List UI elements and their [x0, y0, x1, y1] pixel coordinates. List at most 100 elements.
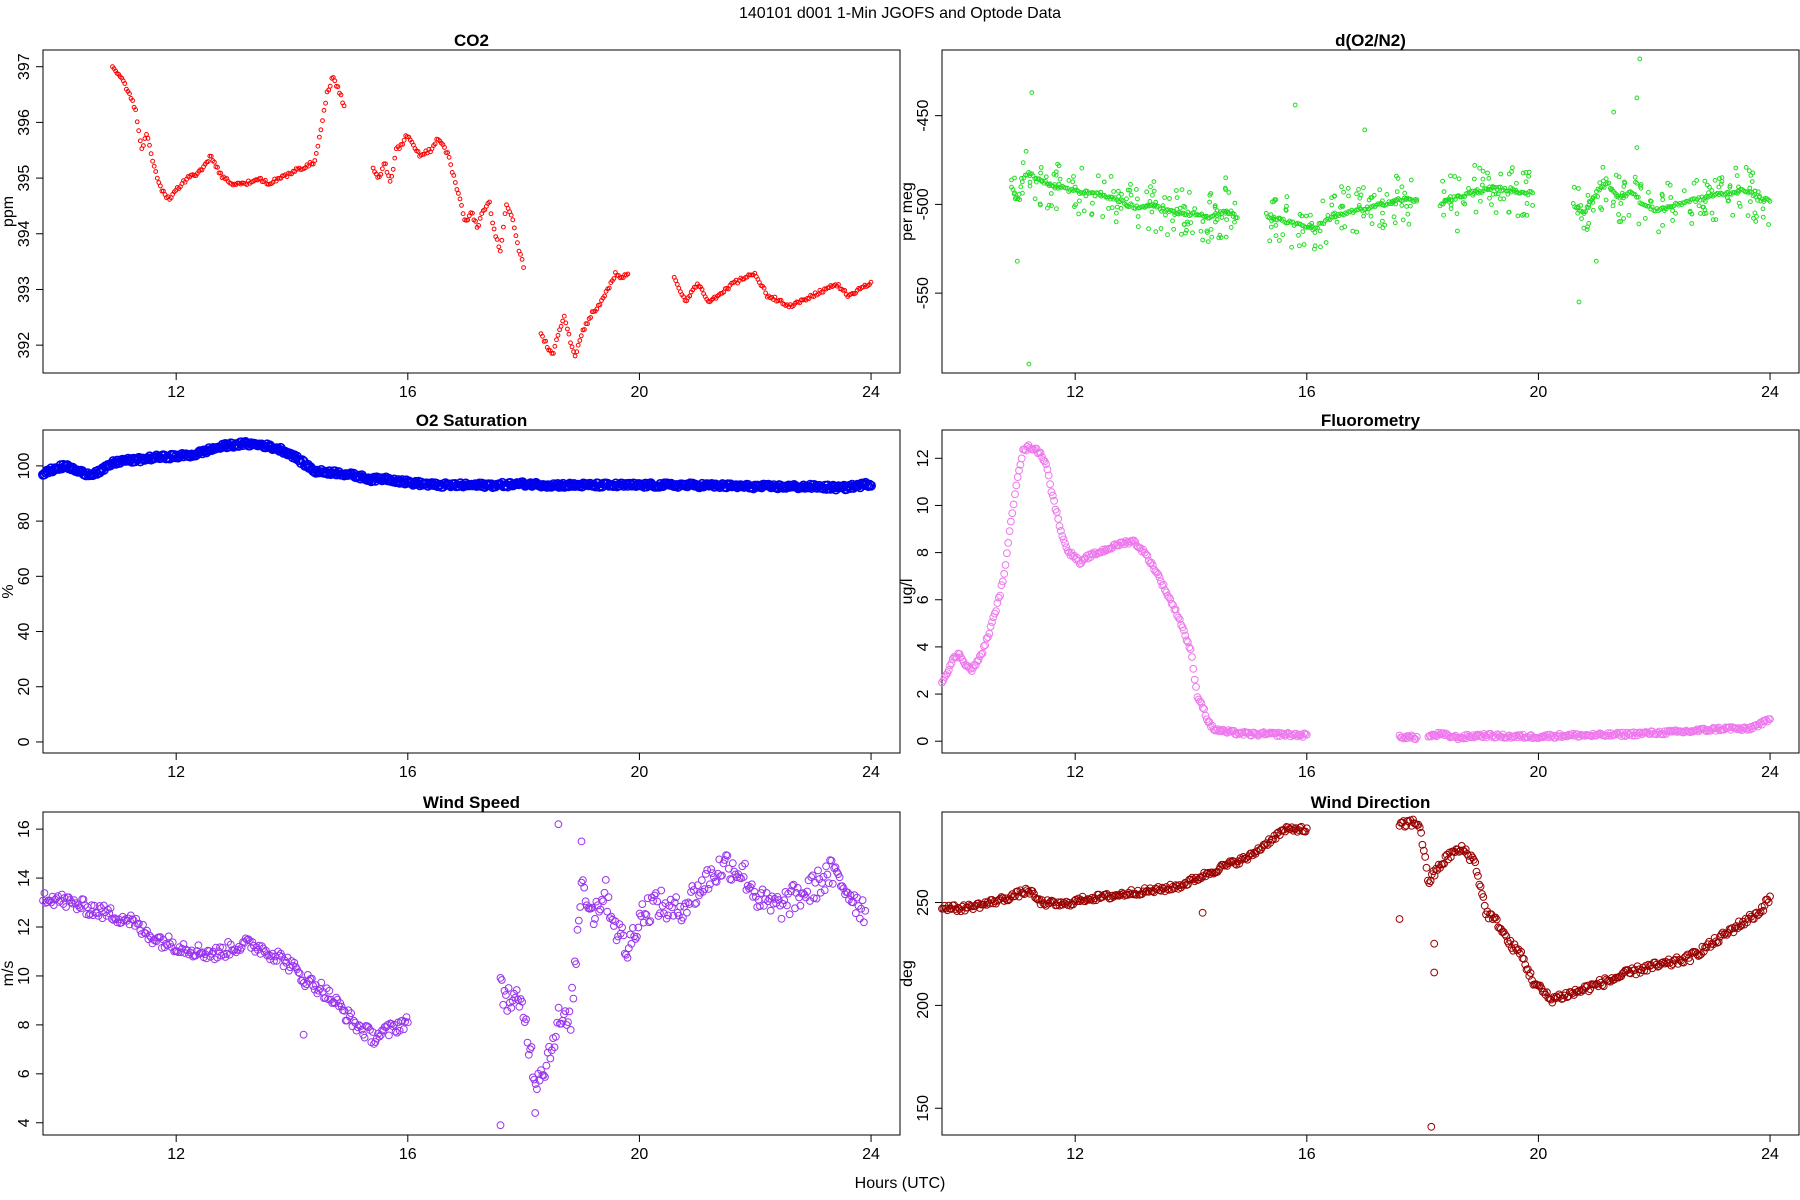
- do2n2-point: [1399, 184, 1405, 190]
- wspd-point: [371, 1038, 380, 1046]
- co2-point: [154, 175, 160, 181]
- co2-point: [448, 162, 454, 168]
- wspd-point: [810, 894, 818, 902]
- fluoro-point: [1015, 466, 1023, 475]
- wdir-point: [1301, 827, 1310, 836]
- wspd-point: [827, 856, 836, 865]
- do2n2-point: [1618, 219, 1624, 224]
- fluoro-point: [1148, 561, 1157, 569]
- do2n2-point: [1405, 211, 1411, 217]
- wdir-point: [1574, 987, 1582, 996]
- do2n2-point: [1616, 212, 1621, 217]
- do2n2-point: [1223, 187, 1228, 192]
- wspd-ytick-label: 16: [16, 820, 33, 838]
- fluoro-point: [1011, 490, 1019, 499]
- wdir-outlier-point: [1430, 939, 1439, 948]
- wspd-ytick-label: 14: [16, 869, 33, 887]
- do2n2-point: [1034, 179, 1039, 185]
- wspd-point: [670, 898, 679, 907]
- do2n2-point: [1590, 195, 1596, 201]
- do2n2-point: [1027, 173, 1033, 179]
- wspd-point: [41, 899, 50, 907]
- co2-point: [726, 286, 731, 292]
- wdir-point: [1764, 898, 1773, 907]
- fluoro-point: [948, 655, 957, 663]
- wspd-outlier-point: [299, 1030, 308, 1039]
- do2n2-point: [1165, 232, 1170, 238]
- do2n2-outlier-point: [1026, 361, 1032, 367]
- wspd-outlier-point: [531, 1109, 540, 1117]
- fluoro-point: [1054, 515, 1063, 523]
- wspd-point: [597, 895, 606, 904]
- wdir-point: [1219, 860, 1227, 869]
- do2n2-point: [1480, 176, 1486, 182]
- do2n2-point: [1309, 223, 1314, 229]
- do2n2-point: [1184, 219, 1190, 225]
- co2-point: [502, 211, 508, 217]
- do2n2-point: [1079, 165, 1085, 171]
- co2-ytick-label: 396: [16, 109, 33, 136]
- wspd-point: [626, 930, 635, 939]
- do2n2-point: [1012, 175, 1017, 181]
- do2n2-point: [1354, 229, 1360, 235]
- o2sat-point: [301, 460, 312, 471]
- wspd-point: [500, 986, 509, 995]
- o2sat-title: O2 Saturation: [416, 411, 527, 430]
- do2n2-point: [1158, 226, 1164, 231]
- do2n2-point: [1320, 198, 1326, 204]
- wdir-ytick-label: 150: [915, 1095, 932, 1122]
- wspd-point: [328, 999, 337, 1007]
- do2n2-panel: d(O2/N2) 12 16 20 24 -450 -500 -550 per meg: [899, 31, 1800, 401]
- fluoro-point: [1180, 626, 1188, 635]
- do2n2-point: [1089, 212, 1094, 218]
- do2n2-point: [1606, 180, 1612, 186]
- wspd-point: [402, 1013, 411, 1021]
- co2-point: [451, 173, 457, 178]
- wspd-point: [720, 856, 729, 864]
- do2n2-point: [1530, 203, 1535, 208]
- wspd-point: [295, 969, 304, 978]
- co2-ylabel: ppm: [0, 196, 17, 227]
- o2sat-ytick-label: 20: [16, 678, 33, 696]
- do2n2-point: [1151, 188, 1157, 194]
- do2n2-outlier-point: [1148, 184, 1153, 190]
- wspd-point: [205, 947, 214, 955]
- fluoro-point: [1058, 532, 1067, 540]
- do2n2-point: [1312, 243, 1318, 249]
- do2n2-point: [1380, 198, 1385, 204]
- co2-point: [137, 138, 143, 144]
- wdir-point: [1262, 839, 1271, 848]
- do2n2-point: [1135, 224, 1141, 230]
- wspd-point: [541, 1073, 549, 1081]
- co2-point: [565, 326, 570, 332]
- do2n2-point: [1170, 218, 1175, 224]
- wspd-point: [579, 876, 587, 885]
- wspd-point: [504, 984, 513, 992]
- co2-point: [387, 178, 393, 184]
- do2n2-point: [1046, 183, 1052, 189]
- wspd-point: [259, 944, 268, 953]
- fluoro-point: [957, 653, 965, 662]
- fluoro-xtick-label: 12: [1066, 764, 1084, 781]
- do2n2-point: [1174, 195, 1180, 201]
- wspd-point: [819, 872, 828, 881]
- do2n2-point: [1571, 184, 1577, 190]
- wspd-point: [529, 1073, 537, 1082]
- fluoro-title: Fluorometry: [1321, 411, 1421, 430]
- wspd-point: [850, 891, 859, 899]
- fluoro-point: [1061, 539, 1069, 547]
- wdir-point: [1584, 987, 1593, 996]
- do2n2-xtick-label: 12: [1066, 384, 1084, 401]
- fluoro-point: [1442, 729, 1450, 738]
- wdir-point: [1263, 841, 1272, 849]
- do2n2-point: [1038, 202, 1043, 208]
- wspd-point: [738, 862, 747, 871]
- co2-point: [497, 248, 503, 254]
- do2n2-point: [1049, 203, 1054, 209]
- wspd-point: [689, 886, 698, 894]
- co2-point: [747, 272, 753, 278]
- wspd-point: [89, 911, 97, 920]
- wspd-point: [645, 918, 653, 927]
- do2n2-point: [1391, 214, 1397, 220]
- o2sat-xtick-label: 20: [631, 764, 649, 781]
